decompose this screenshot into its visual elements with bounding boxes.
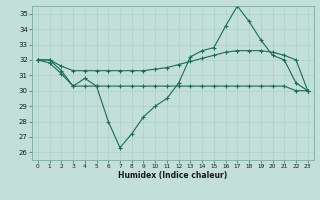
- X-axis label: Humidex (Indice chaleur): Humidex (Indice chaleur): [118, 171, 228, 180]
